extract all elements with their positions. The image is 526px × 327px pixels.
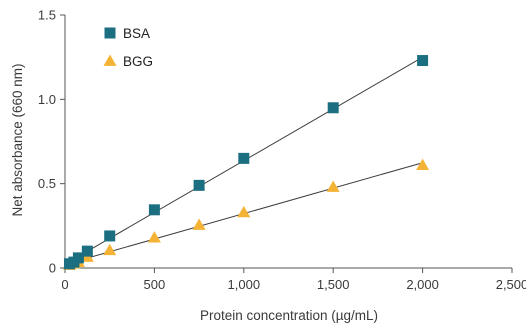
data-point-bsa xyxy=(417,55,429,67)
legend-label-bgg: BGG xyxy=(123,54,153,69)
y-tick-label: 0 xyxy=(49,261,56,276)
legend: BSA BGG xyxy=(103,26,153,69)
data-point-bgg xyxy=(326,180,340,192)
data-point-bgg xyxy=(416,158,430,170)
data-point-bsa xyxy=(238,152,250,164)
y-tick-label: 0.5 xyxy=(38,176,56,191)
axes xyxy=(64,15,512,269)
data-point-bgg xyxy=(147,231,161,243)
x-tick-label: 500 xyxy=(144,277,166,292)
x-tick-label: 0 xyxy=(61,277,68,292)
x-tick-label: 2,500 xyxy=(496,277,526,292)
data-point-bgg xyxy=(103,243,117,256)
x-tick-label: 1,000 xyxy=(228,277,261,292)
legend-marker-bgg xyxy=(103,54,117,66)
x-axis-ticks: 0 500 1,000 1,500 2,000 2,500 xyxy=(61,268,526,292)
x-axis-title: Protein concentration (µg/mL) xyxy=(200,308,378,323)
data-point-bsa xyxy=(104,230,116,242)
x-tick-label: 1,500 xyxy=(317,277,350,292)
data-point-bsa xyxy=(327,102,339,114)
legend-item-bgg: BGG xyxy=(103,54,153,69)
data-point-bsa xyxy=(193,179,205,191)
y-axis-title: Net absorbance (660 nm) xyxy=(10,63,25,216)
data-point-bgg xyxy=(237,205,251,218)
y-tick-label: 1.0 xyxy=(38,92,56,107)
data-points xyxy=(62,55,430,270)
y-axis-ticks: 0 0.5 1.0 1.5 xyxy=(38,8,65,276)
data-point-bsa xyxy=(72,252,84,264)
y-tick-label: 1.5 xyxy=(38,8,56,23)
legend-item-bsa: BSA xyxy=(104,26,150,41)
data-point-bsa xyxy=(148,204,160,216)
series-bsa xyxy=(63,55,429,270)
x-tick-label: 2,000 xyxy=(406,277,439,292)
data-point-bgg xyxy=(192,218,206,230)
legend-marker-bsa xyxy=(104,27,116,39)
data-point-bsa xyxy=(81,245,93,257)
series-bgg xyxy=(62,158,430,270)
legend-label-bsa: BSA xyxy=(123,26,150,41)
